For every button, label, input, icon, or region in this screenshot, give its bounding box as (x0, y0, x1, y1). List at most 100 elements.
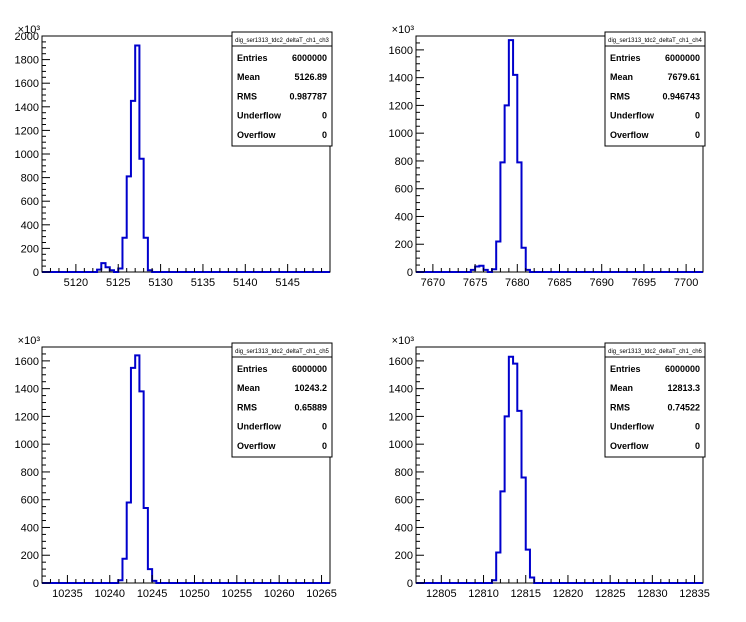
x-tick-label: 10260 (264, 588, 295, 600)
x-tick-label: 7670 (421, 277, 445, 289)
stats-label: Underflow (237, 422, 282, 432)
histogram-bin (496, 241, 500, 272)
histogram-bin (492, 269, 496, 272)
y-tick-label: 600 (21, 495, 39, 507)
y-tick-label: 200 (395, 239, 413, 251)
y-tick-label: 200 (395, 550, 413, 562)
histogram-bin (500, 491, 504, 583)
x-tick-label: 10235 (52, 588, 83, 600)
histogram-bin (110, 270, 114, 272)
stats-label: Underflow (610, 111, 655, 121)
y-tick-label: 800 (395, 467, 413, 479)
stats-value: 6000000 (665, 53, 700, 63)
x-tick-label: 5130 (148, 277, 172, 289)
x-tick-label: 5140 (233, 277, 257, 289)
x-tick-label: 10250 (179, 588, 210, 600)
x-tick-label: 7695 (632, 277, 656, 289)
stats-value: 0 (695, 130, 700, 140)
stats-value: 0 (322, 441, 327, 451)
x-tick-label: 10240 (94, 588, 125, 600)
histogram-pad-ch4: 7670 7675 7680 7685 7690 7695 7700 0 200 400 600 80… (373, 0, 746, 311)
histogram-bin (144, 508, 148, 583)
x-tick-label: 12830 (637, 588, 668, 600)
y-tick-label: 400 (21, 220, 39, 232)
stats-label: Entries (237, 364, 268, 374)
stats-label: RMS (610, 91, 630, 101)
histogram-bin (526, 270, 530, 272)
histogram-bin (513, 75, 517, 272)
stats-label: Overflow (237, 130, 277, 140)
histogram-bin (475, 266, 479, 272)
histogram-bin (530, 577, 534, 583)
x-tick-label: 7680 (505, 277, 529, 289)
stats-label: RMS (237, 402, 257, 412)
histogram-bin (505, 105, 509, 272)
histogram-bin (97, 270, 101, 272)
stats-box (231, 45, 333, 147)
stats-label: Overflow (610, 130, 650, 140)
stats-label: Mean (610, 383, 633, 393)
stats-label: RMS (237, 91, 257, 101)
histogram-bin (127, 502, 131, 583)
stats-box (231, 356, 333, 458)
y-tick-label: 200 (21, 550, 39, 562)
y-tick-label: 400 (395, 522, 413, 534)
histogram-bin (127, 176, 131, 272)
histogram-bin (517, 411, 521, 583)
histogram-line (416, 39, 703, 273)
y-tick-label: 1400 (389, 73, 413, 85)
stats-label: Mean (237, 72, 260, 82)
stats-value: 7679.61 (667, 72, 700, 82)
y-tick-label: 1400 (389, 384, 413, 396)
stats-label: Mean (610, 72, 633, 82)
y-axis-multiplier: ×10³ (18, 24, 41, 36)
y-axis-multiplier: ×10³ (392, 24, 415, 36)
histogram-bin (118, 580, 122, 583)
y-tick-label: 600 (395, 184, 413, 196)
stats-label: Overflow (610, 441, 650, 451)
stats-value: 10243.2 (294, 383, 327, 393)
stats-value: 6000000 (292, 53, 327, 63)
y-tick-label: 1600 (15, 356, 39, 368)
histogram-title: dig_ser1313_tdc2_deltaT_ch1_ch3 (235, 38, 329, 44)
histogram-bin (479, 266, 483, 272)
histogram-ch5-svg: 10235 10240 10245 10250 10255 10260 10265 0 200 4… (15, 335, 337, 600)
x-tick-label: 7700 (674, 277, 698, 289)
histogram-bin (139, 391, 143, 583)
histogram-title: dig_ser1313_tdc2_deltaT_ch1_ch6 (608, 349, 702, 355)
histogram-ch4-svg: 7670 7675 7680 7685 7690 7695 7700 0 200 400 600 80… (389, 24, 706, 289)
histogram-bin (152, 581, 156, 583)
y-tick-label: 1600 (389, 45, 413, 57)
x-tick-label: 10255 (222, 588, 253, 600)
y-tick-label: 0 (407, 578, 413, 590)
stats-box (604, 45, 706, 147)
stats-value: 5126.89 (294, 72, 327, 82)
histogram-bin (522, 248, 526, 272)
x-tick-label: 7685 (547, 277, 571, 289)
histogram-bin (471, 270, 475, 272)
x-tick-label: 7675 (463, 277, 487, 289)
x-tick-label: 5125 (106, 277, 130, 289)
histogram-line (416, 355, 703, 584)
x-tick-label: 10245 (137, 588, 168, 600)
stats-value: 0.65889 (294, 402, 327, 412)
y-tick-label: 1400 (15, 384, 39, 396)
x-tick-label: 10265 (306, 588, 337, 600)
histogram-bin (500, 162, 504, 272)
stats-box (604, 356, 706, 458)
y-axis-multiplier: ×10³ (18, 335, 41, 347)
histogram-bin (122, 238, 126, 272)
y-tick-label: 800 (395, 156, 413, 168)
histogram-bin (509, 357, 513, 583)
x-tick-label: 5120 (64, 277, 88, 289)
y-tick-label: 1400 (15, 102, 39, 114)
x-tick-label: 12835 (679, 588, 710, 600)
histogram-bin (148, 569, 152, 583)
x-tick-label: 12820 (553, 588, 584, 600)
y-tick-label: 400 (395, 211, 413, 223)
histogram-bin (131, 101, 135, 272)
histogram-bin (496, 552, 500, 583)
histogram-bin (139, 159, 143, 272)
histogram-bin (526, 550, 530, 583)
y-tick-label: 0 (33, 267, 39, 279)
